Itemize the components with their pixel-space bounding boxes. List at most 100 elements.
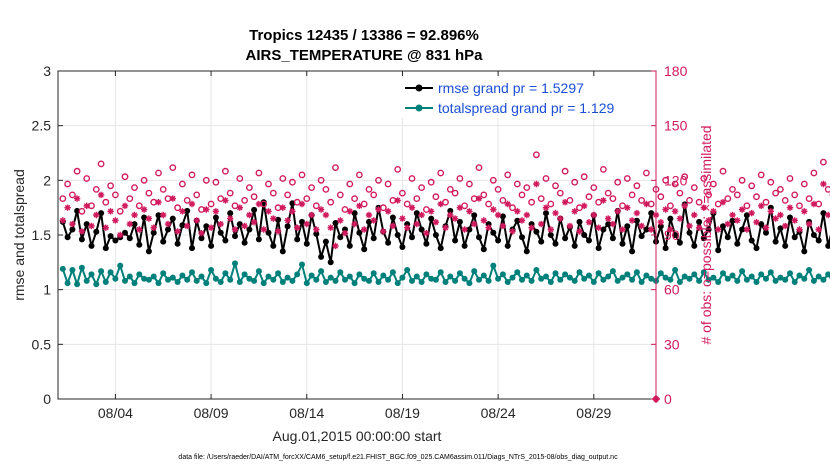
data-point — [270, 276, 277, 283]
data-point — [385, 276, 392, 283]
legend-box — [400, 78, 644, 118]
assimilated-obs-marker — [164, 220, 172, 228]
data-point — [232, 233, 238, 240]
data-point — [122, 277, 128, 284]
possible-obs-marker — [188, 171, 196, 179]
data-point — [337, 269, 344, 276]
possible-obs-marker — [116, 207, 124, 215]
data-point — [504, 242, 511, 249]
data-point — [437, 245, 444, 252]
data-point — [399, 244, 406, 250]
data-point — [791, 234, 798, 241]
data-point — [763, 275, 769, 282]
data-point — [366, 277, 372, 284]
possible-obs-marker — [284, 191, 291, 199]
possible-obs-marker — [241, 196, 249, 204]
possible-obs-marker — [667, 202, 674, 210]
series-1 — [59, 260, 830, 288]
assimilated-obs-marker — [648, 226, 655, 233]
data-point — [609, 235, 616, 242]
assimilated-obs-marker — [758, 202, 765, 209]
assimilated-obs-marker — [408, 204, 416, 211]
y-tick-label: 0 — [43, 391, 51, 407]
possible-obs-marker — [207, 200, 215, 208]
possible-obs-marker — [92, 185, 100, 193]
data-point — [361, 246, 368, 253]
data-point — [318, 268, 325, 275]
data-point — [729, 272, 736, 279]
data-point — [456, 218, 463, 225]
data-point — [586, 237, 592, 244]
data-point — [78, 264, 85, 271]
data-point — [112, 275, 119, 282]
possible-obs-marker — [370, 191, 378, 199]
assimilated-obs-marker — [710, 208, 717, 215]
data-point — [98, 268, 105, 275]
data-point — [739, 268, 746, 275]
data-point — [169, 215, 176, 222]
possible-obs-marker — [729, 185, 736, 193]
possible-obs-marker — [375, 176, 382, 184]
assimilated-obs-marker — [643, 200, 650, 208]
possible-obs-marker — [671, 180, 679, 188]
data-point — [810, 277, 817, 284]
data-point — [322, 238, 329, 245]
data-point — [155, 280, 162, 287]
assimilated-obs-marker — [93, 211, 100, 219]
data-point — [389, 214, 396, 221]
data-point — [413, 210, 420, 217]
possible-obs-marker — [298, 171, 306, 179]
series-2 — [59, 151, 830, 215]
data-point — [547, 279, 554, 285]
possible-obs-marker — [131, 184, 138, 192]
assimilated-obs-marker — [303, 220, 310, 228]
possible-obs-marker — [499, 196, 507, 204]
data-point — [696, 277, 703, 284]
assimilated-obs-marker — [112, 217, 119, 224]
data-point — [260, 280, 267, 287]
data-point — [246, 226, 253, 233]
possible-obs-marker — [777, 185, 784, 193]
assimilated-obs-marker — [796, 226, 803, 233]
possible-obs-marker — [169, 164, 177, 172]
data-point — [227, 210, 234, 217]
assimilated-obs-marker — [786, 204, 794, 211]
data-point — [160, 270, 167, 277]
data-point — [543, 273, 549, 280]
possible-obs-marker — [384, 180, 392, 188]
assimilated-obs-marker — [686, 222, 693, 230]
assimilated-obs-marker — [614, 208, 621, 215]
assimilated-obs-marker — [466, 208, 473, 215]
assimilated-obs-marker — [284, 217, 291, 224]
data-point — [208, 267, 215, 273]
possible-obs-marker — [394, 165, 402, 173]
possible-obs-marker — [724, 195, 732, 203]
possible-obs-marker — [183, 196, 191, 204]
possible-obs-marker — [121, 173, 129, 181]
data-point — [581, 232, 588, 238]
data-point — [322, 279, 329, 285]
data-point — [499, 213, 506, 220]
data-point — [275, 216, 282, 223]
possible-obs-marker — [346, 180, 354, 188]
data-point — [232, 260, 238, 267]
x-axis-label: Aug.01,2015 00:00:00 start — [273, 428, 442, 444]
data-point — [74, 207, 81, 214]
data-point — [361, 275, 368, 282]
possible-obs-marker — [288, 178, 296, 186]
data-point — [538, 238, 545, 245]
data-point — [461, 242, 468, 249]
data-point — [145, 248, 152, 255]
assimilated-obs-marker — [791, 217, 798, 224]
assimilated-obs-marker — [447, 211, 454, 219]
data-point — [303, 240, 310, 247]
y-ticks-left: 0 0.5 1 1.5 2 2.5 3 — [32, 63, 63, 407]
data-point — [638, 233, 645, 240]
data-point — [705, 276, 712, 283]
possible-obs-marker — [681, 173, 689, 181]
data-point — [499, 271, 506, 278]
assimilated-obs-marker — [327, 224, 334, 231]
possible-obs-marker — [174, 204, 182, 212]
assimilated-obs-marker — [308, 211, 315, 219]
assimilated-obs-marker — [552, 209, 559, 217]
